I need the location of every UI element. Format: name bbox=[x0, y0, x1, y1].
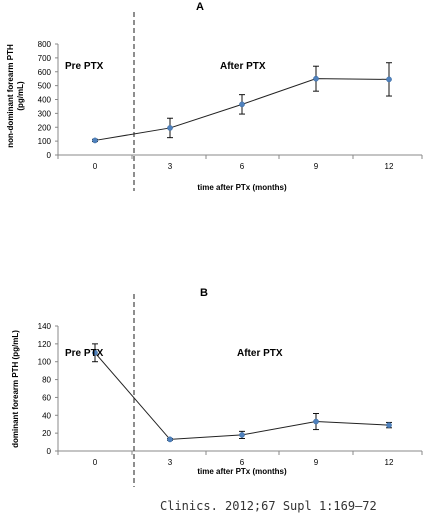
chart-b-y-tick-label: 120 bbox=[38, 340, 52, 349]
chart-b-data-point bbox=[239, 432, 245, 438]
chart-b-y-tick-label: 0 bbox=[47, 447, 52, 456]
chart-b-y-tick-label: 40 bbox=[42, 411, 51, 420]
chart-a-data-point bbox=[167, 125, 173, 131]
chart-b-x-tick-label: 12 bbox=[385, 458, 394, 467]
panel-b-letter: B bbox=[200, 287, 208, 299]
chart-a-axes: 0 100 200 300 400 500 600 700 800 0 3 6 9 12 bbox=[38, 12, 423, 191]
chart-a-y-tick-label: 300 bbox=[38, 109, 52, 118]
chart-a-x-tick-label: 0 bbox=[93, 162, 98, 171]
chart-a-xlabel: time after PTx (months) bbox=[197, 183, 287, 192]
chart-a-y-tick-label: 600 bbox=[38, 68, 52, 77]
chart-a-data-point bbox=[386, 76, 392, 83]
chart-b-y-tick-label: 100 bbox=[38, 358, 52, 367]
chart-b-axes: 0 20 40 60 80 100 120 140 0 3 6 9 12 bbox=[38, 294, 423, 487]
panel-a-letter: A bbox=[196, 1, 204, 13]
chart-b-marks bbox=[92, 343, 392, 443]
chart-b-ylabel: dominant forearm PTH (pg/mL) bbox=[11, 330, 20, 448]
chart-a-y-tick-label: 400 bbox=[38, 96, 52, 105]
chart-a-pre-ptx-label: Pre PTX bbox=[65, 61, 104, 72]
chart-a-x-tick-label: 12 bbox=[385, 162, 394, 171]
chart-b-y-tick-label: 20 bbox=[42, 429, 51, 438]
chart-b-data-point bbox=[92, 349, 98, 356]
chart-a-after-ptx-label: After PTX bbox=[220, 61, 266, 72]
panel-a: A 0 100 200 300 400 500 600 700 800 0 3 6 9 12 Pre PT… bbox=[6, 1, 423, 192]
chart-a-y-tick-label: 100 bbox=[38, 137, 52, 146]
chart-b-series-line bbox=[94, 352, 390, 440]
chart-b-pre-ptx-label: Pre PTX bbox=[65, 348, 104, 359]
chart-a-data-point bbox=[239, 101, 245, 108]
chart-b-x-tick-label: 3 bbox=[168, 458, 173, 467]
chart-b-after-ptx-label: After PTX bbox=[237, 348, 283, 359]
chart-b-data-point bbox=[167, 436, 173, 443]
chart-a-ylabel-line2: (pg/mL) bbox=[16, 81, 25, 111]
chart-b-y-tick-label: 140 bbox=[38, 322, 52, 331]
panel-b: B 0 20 40 60 80 100 120 140 0 3 6 9 12 Pre PTX After… bbox=[11, 287, 423, 487]
chart-a-x-tick-label: 9 bbox=[314, 162, 319, 171]
chart-b-data-point bbox=[386, 422, 392, 428]
chart-b-x-tick-label: 9 bbox=[314, 458, 319, 467]
chart-a-y-tick-label: 0 bbox=[47, 151, 52, 160]
chart-b-y-tick-label: 80 bbox=[42, 376, 51, 385]
chart-a-y-tick-label: 500 bbox=[38, 82, 52, 91]
chart-a-data-point bbox=[92, 137, 98, 144]
chart-a-x-tick-label: 3 bbox=[168, 162, 173, 171]
chart-b-data-point bbox=[313, 418, 319, 425]
chart-a-y-tick-label: 200 bbox=[38, 123, 52, 132]
chart-a-ylabel-line1: non-dominant forearm PTH bbox=[6, 44, 15, 148]
chart-a-data-point bbox=[313, 75, 319, 82]
citation-text: Clinics. 2012;67 Supl 1:169–72 bbox=[160, 499, 377, 513]
chart-a-x-tick-label: 6 bbox=[240, 162, 245, 171]
chart-a-y-tick-label: 800 bbox=[38, 40, 52, 49]
chart-b-y-tick-label: 60 bbox=[42, 393, 51, 402]
chart-a-marks bbox=[92, 62, 392, 144]
chart-b-xlabel: time after PTx (months) bbox=[197, 467, 287, 476]
chart-a-y-tick-label: 700 bbox=[38, 54, 52, 63]
chart-b-x-tick-label: 6 bbox=[240, 458, 245, 467]
chart-b-x-tick-label: 0 bbox=[93, 458, 98, 467]
